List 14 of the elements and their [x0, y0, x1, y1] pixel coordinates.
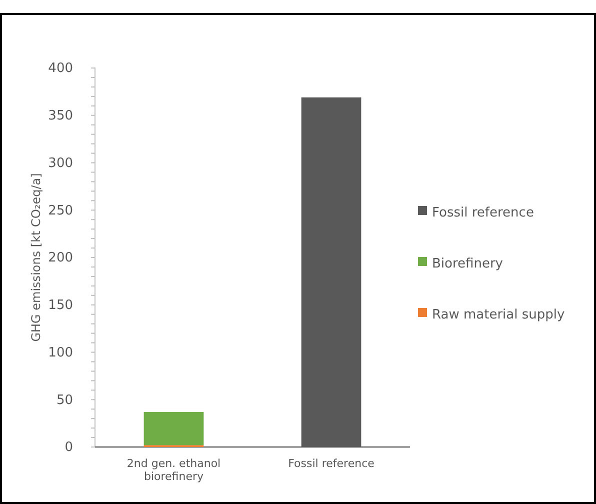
legend-label: Raw material supply — [432, 308, 565, 323]
y-tick-label: 300 — [48, 156, 73, 171]
y-tick-label: 0 — [64, 440, 73, 456]
y-tick-label: 150 — [48, 298, 73, 314]
y-tick-label: 350 — [48, 108, 73, 124]
y-axis-title: GHG emissions [kt CO₂eq/a] — [29, 173, 43, 342]
y-tick-label: 200 — [48, 250, 73, 266]
y-tick-label: 250 — [48, 203, 73, 218]
x-tick-label: 2nd gen. ethanol biorefinery — [126, 456, 221, 484]
y-tick-label: 400 — [48, 61, 73, 76]
y-tick-label: 50 — [56, 392, 73, 408]
y-tick-label: 100 — [48, 345, 73, 360]
legend-label: Fossil reference — [432, 206, 534, 221]
legend-label: Biorefinery — [432, 256, 504, 272]
